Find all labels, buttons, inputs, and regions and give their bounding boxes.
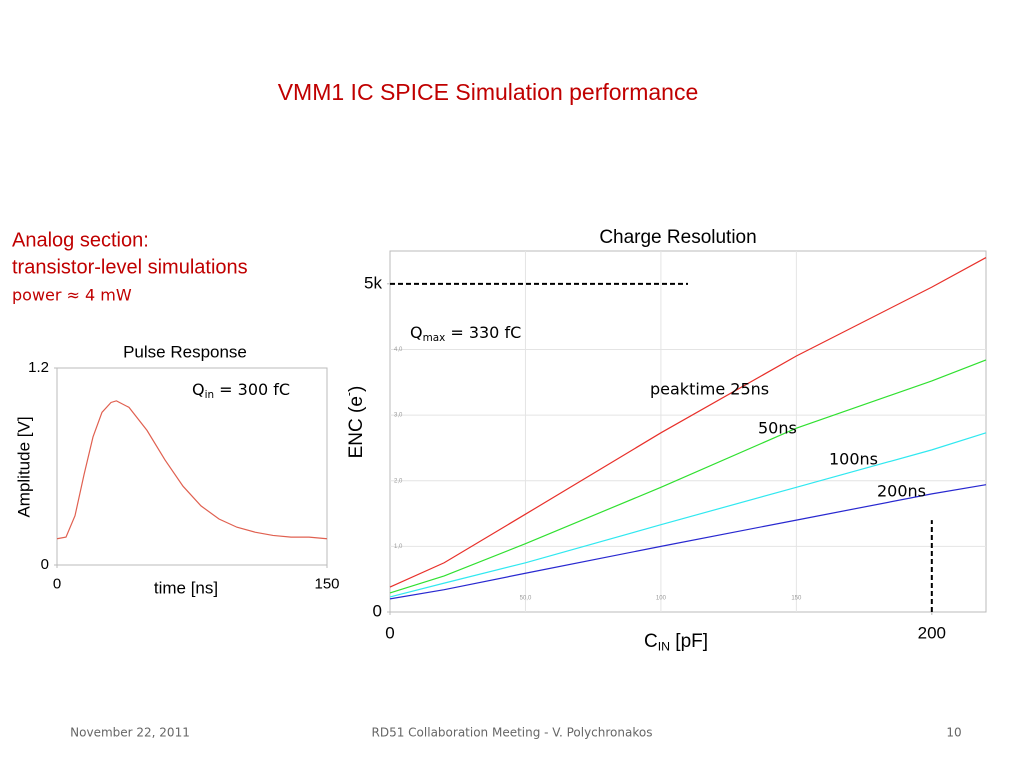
x-axis-label-rest: [pF]	[670, 631, 708, 652]
minor-y-tick-label: 1,0	[394, 544, 403, 550]
y-axis-label: ENC (e-)	[342, 386, 367, 459]
y-axis-label-main: ENC (e	[346, 396, 367, 458]
x-tick-label: 0	[53, 575, 61, 592]
footer-page: 10	[946, 726, 961, 740]
series-label: 200ns	[877, 482, 926, 501]
y-tick-label: 1.2	[28, 359, 49, 376]
series-label: 50ns	[758, 419, 797, 438]
y-tick-label: 5k	[364, 273, 382, 292]
left-text: power ≈ 4 mW	[12, 286, 132, 305]
y-tick-label: 0	[373, 601, 382, 620]
series-label: 100ns	[829, 450, 878, 469]
footer-center: RD51 Collaboration Meeting - V. Polychro…	[372, 726, 653, 740]
minor-x-tick-label: 50,0	[520, 596, 532, 602]
x-axis-label: CIN [pF]	[644, 631, 708, 654]
series-line	[56, 400, 328, 540]
footer-date: November 22, 2011	[70, 726, 190, 740]
y-tick-label: 0	[41, 556, 49, 573]
x-axis-label-sub: IN	[658, 640, 670, 654]
annotation: Qmax = 330 fC	[410, 323, 521, 344]
series-line	[389, 257, 987, 588]
annotation: Qin = 300 fC	[192, 380, 290, 401]
minor-x-tick-label: 100	[656, 596, 667, 602]
annotation-sub: max	[423, 332, 446, 344]
x-axis-label: time [ns]	[154, 578, 218, 597]
series-line	[389, 432, 987, 598]
left-text: Analog section:	[12, 229, 149, 251]
annotation-rest: = 330 fC	[445, 323, 521, 342]
minor-y-tick-label: 2,0	[394, 478, 403, 484]
chart-title: Pulse Response	[123, 342, 247, 361]
y-axis-label: Amplitude [V]	[14, 416, 33, 517]
plot-area	[389, 250, 987, 613]
slide-title: VMM1 IC SPICE Simulation performance	[278, 79, 699, 105]
minor-y-tick-label: 3,0	[394, 413, 403, 419]
y-axis-label-rest: )	[346, 386, 367, 392]
x-tick-label: 150	[314, 575, 339, 592]
series-line	[389, 359, 987, 594]
minor-y-tick-label: 4,0	[394, 347, 403, 353]
x-tick-label: 0	[385, 624, 394, 643]
annotation-main: Q	[410, 323, 423, 342]
x-tick-label: 200	[918, 624, 946, 643]
annotation-main: Q	[192, 380, 205, 399]
series-label: peaktime 25ns	[650, 380, 769, 399]
left-text: transistor-level simulations	[12, 256, 248, 278]
x-axis-label-main: C	[644, 631, 658, 652]
annotation-sub: in	[205, 389, 214, 401]
y-axis-label-sup: -	[342, 392, 356, 396]
series-line	[389, 484, 987, 600]
minor-x-tick-label: 150	[791, 596, 802, 602]
annotation-rest: = 300 fC	[214, 380, 290, 399]
chart-title: Charge Resolution	[599, 227, 756, 248]
plot-area	[56, 367, 328, 566]
